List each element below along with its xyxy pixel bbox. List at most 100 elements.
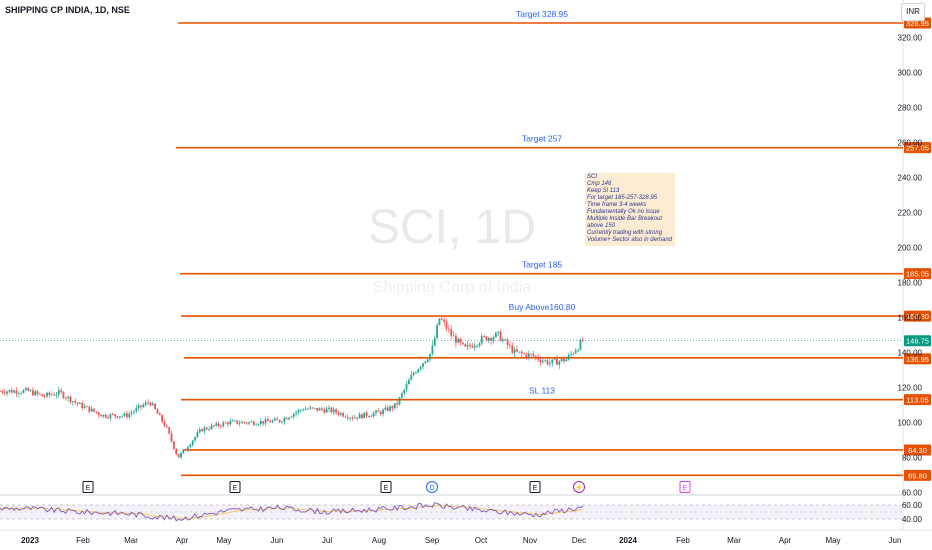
candle-body	[299, 409, 302, 411]
event-marker-label: E	[233, 485, 238, 492]
candle-body	[487, 337, 490, 341]
candle-body	[163, 421, 166, 427]
candle-body	[205, 427, 208, 430]
level-badge	[904, 310, 931, 322]
price-tick-label: 280.00	[898, 104, 923, 113]
candle-body	[389, 406, 391, 411]
event-marker	[529, 481, 541, 493]
candle-body	[544, 360, 547, 362]
candle-body	[39, 393, 41, 395]
time-tick-label: Feb	[676, 536, 690, 545]
candle-body	[135, 407, 138, 412]
candle-body	[440, 318, 443, 320]
candle-body	[81, 402, 84, 409]
price-tick-label: 200.00	[898, 244, 923, 253]
candle-body	[29, 390, 32, 392]
candle-body	[372, 413, 375, 417]
candle-body	[417, 369, 420, 373]
candle-body	[379, 411, 382, 415]
candle-body	[445, 321, 448, 329]
candle-body	[323, 409, 326, 413]
candle-body	[208, 429, 211, 430]
time-tick-label: May	[216, 536, 231, 545]
note-line: Cmp 146	[587, 181, 612, 187]
level-badge-label: 69.80	[908, 471, 927, 480]
candle-body	[0, 391, 1, 392]
level-badge-label: 185.05	[906, 270, 929, 279]
time-tick-label: Jun	[271, 536, 284, 545]
rsi-tick-label: 40.00	[902, 515, 923, 524]
candle-body	[17, 393, 20, 395]
candle-body	[361, 414, 363, 419]
level-badge-label: 328.95	[906, 19, 929, 28]
candle-body	[328, 407, 330, 409]
candle-body	[452, 335, 455, 337]
candle-body	[187, 447, 189, 450]
candle-body	[429, 353, 431, 360]
candle-body	[410, 374, 413, 381]
candle-body	[158, 413, 161, 416]
price-tick-label: 160.00	[898, 314, 923, 323]
candle-body	[581, 340, 584, 342]
candle-body	[520, 351, 523, 354]
candle-body	[483, 336, 485, 338]
candle-body	[269, 421, 272, 423]
candle-body	[220, 425, 222, 427]
time-tick-label: Apr	[176, 536, 189, 545]
candle-body	[144, 402, 147, 405]
candle-body	[15, 390, 18, 394]
candle-body	[447, 328, 450, 330]
level-badge	[904, 444, 931, 456]
candle-body	[46, 392, 48, 397]
time-tick-label: Oct	[475, 536, 488, 545]
candle-body	[20, 392, 23, 394]
candle-body	[325, 408, 328, 413]
candle-body	[532, 354, 535, 357]
candle-body	[53, 394, 55, 396]
currency-button[interactable]: INR	[901, 3, 925, 21]
candle-body	[478, 343, 481, 346]
time-tick-label: Sep	[425, 536, 440, 545]
price-tick-label: 320.00	[898, 34, 923, 43]
candle-body	[57, 390, 60, 395]
candle-body	[306, 408, 309, 410]
time-tick-label: Mar	[727, 536, 741, 545]
candle-body	[386, 407, 389, 411]
candle-body	[403, 389, 406, 394]
candle-body	[231, 420, 234, 422]
price-tick-label: 260.00	[898, 139, 923, 148]
level-label: Target 328.95	[516, 9, 568, 19]
candle-body	[572, 353, 575, 355]
level-badge	[904, 394, 931, 406]
candle-body	[201, 429, 203, 432]
candle-body	[455, 335, 457, 343]
candle-body	[165, 426, 168, 428]
candle-body	[151, 403, 154, 406]
candle-body	[558, 361, 561, 365]
candle-body	[466, 344, 469, 347]
candle-body	[156, 409, 159, 414]
candle-body	[433, 338, 436, 346]
candle-body	[506, 339, 509, 345]
analysis-note[interactable]: SCI Cmp 146 Keep Sl 113 For target 185-257-…	[585, 173, 675, 246]
candle-body	[546, 360, 549, 365]
candle-body	[6, 391, 8, 394]
candle-body	[375, 410, 377, 414]
symbol-title: SHIPPING CP INDIA, 1D, NSE	[5, 5, 130, 15]
candle-body	[567, 354, 570, 360]
candle-body	[346, 417, 349, 419]
candle-body	[95, 411, 98, 413]
candle-body	[523, 353, 525, 355]
candle-body	[243, 421, 246, 423]
candle-body	[259, 421, 262, 425]
candle-body	[154, 403, 156, 410]
candle-body	[565, 359, 568, 362]
candle-body	[415, 372, 417, 374]
note-line: Multiple Inside Bar Breakout	[587, 216, 663, 222]
time-tick-label: Dec	[572, 536, 586, 545]
event-marker-label: E	[384, 485, 389, 492]
candle-body	[212, 425, 215, 427]
candle-body	[513, 349, 516, 353]
candle-body	[114, 414, 117, 417]
